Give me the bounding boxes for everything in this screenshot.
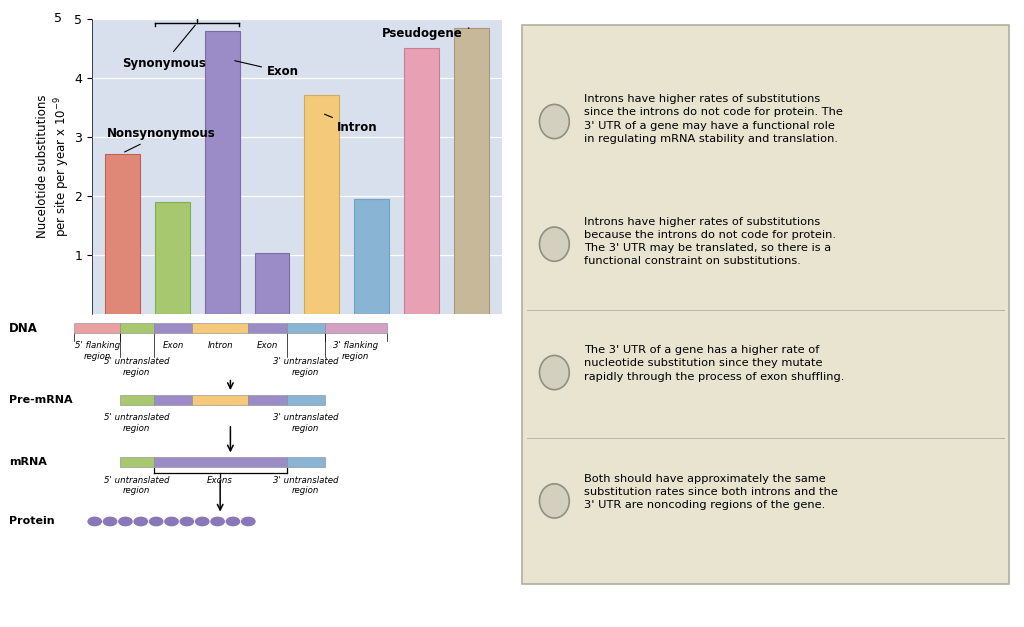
Bar <box>326 323 387 333</box>
Bar <box>154 457 287 468</box>
Bar <box>154 395 193 405</box>
Circle shape <box>150 517 163 525</box>
Bar <box>287 395 326 405</box>
Text: Pseudogene: Pseudogene <box>382 27 469 40</box>
Text: 5' untranslated
region: 5' untranslated region <box>104 476 169 495</box>
Text: Exons: Exons <box>207 476 233 485</box>
Text: mRNA: mRNA <box>9 457 47 467</box>
Circle shape <box>88 517 101 525</box>
Text: 5' untranslated
region: 5' untranslated region <box>104 357 169 377</box>
Bar <box>205 31 240 314</box>
Text: Exon: Exon <box>257 342 279 350</box>
Bar <box>154 323 193 333</box>
Circle shape <box>242 517 255 525</box>
Text: Intron: Intron <box>207 342 233 350</box>
Text: 3' untranslated
region: 3' untranslated region <box>273 357 338 377</box>
Circle shape <box>103 517 117 525</box>
Text: Exon: Exon <box>163 342 183 350</box>
Text: DNA: DNA <box>9 322 38 335</box>
Text: 5' untranslated
region: 5' untranslated region <box>104 413 169 433</box>
Bar <box>155 201 189 314</box>
Text: Synonymous: Synonymous <box>122 25 206 70</box>
Bar <box>287 323 326 333</box>
Text: Nonsynonymous: Nonsynonymous <box>108 127 216 152</box>
Text: Exon: Exon <box>234 61 299 78</box>
Bar <box>104 154 139 314</box>
Text: Introns have higher rates of substitutions
because the introns do not code for p: Introns have higher rates of substitutio… <box>584 217 837 266</box>
Bar <box>455 28 489 314</box>
Circle shape <box>540 484 569 518</box>
Bar <box>255 253 290 314</box>
Text: 5: 5 <box>53 13 61 25</box>
Circle shape <box>540 227 569 261</box>
Bar <box>287 457 326 468</box>
Bar <box>121 395 154 405</box>
Text: Intron: Intron <box>325 114 378 134</box>
Text: 5' flanking
region: 5' flanking region <box>75 342 120 361</box>
Bar <box>248 323 287 333</box>
Circle shape <box>134 517 147 525</box>
Text: 3' untranslated
region: 3' untranslated region <box>273 476 338 495</box>
FancyBboxPatch shape <box>522 24 1009 584</box>
Bar <box>193 323 248 333</box>
Text: Introns have higher rates of substitutions
since the introns do not code for pro: Introns have higher rates of substitutio… <box>584 94 843 144</box>
Text: Protein: Protein <box>9 517 55 527</box>
Bar <box>248 395 287 405</box>
Circle shape <box>119 517 132 525</box>
Circle shape <box>226 517 240 525</box>
Circle shape <box>540 356 569 390</box>
Text: 3' untranslated
region: 3' untranslated region <box>273 413 338 433</box>
Circle shape <box>165 517 178 525</box>
Text: 3' flanking
region: 3' flanking region <box>333 342 379 361</box>
Y-axis label: Nucelotide substitutions
per site per year x 10$^{-9}$: Nucelotide substitutions per site per ye… <box>36 95 72 238</box>
Bar <box>121 323 154 333</box>
Text: Pre-mRNA: Pre-mRNA <box>9 395 73 405</box>
Bar <box>304 95 339 314</box>
Bar <box>193 395 248 405</box>
Circle shape <box>540 105 569 139</box>
Circle shape <box>196 517 209 525</box>
Bar <box>404 48 439 314</box>
Bar <box>354 199 389 314</box>
Text: The 3' UTR of a gene has a higher rate of
nucleotide substitution since they mut: The 3' UTR of a gene has a higher rate o… <box>584 345 845 382</box>
Circle shape <box>211 517 224 525</box>
Text: Both should have approximately the same
substitution rates since both introns an: Both should have approximately the same … <box>584 473 838 510</box>
Bar <box>74 323 121 333</box>
Circle shape <box>180 517 194 525</box>
Bar <box>121 457 154 468</box>
